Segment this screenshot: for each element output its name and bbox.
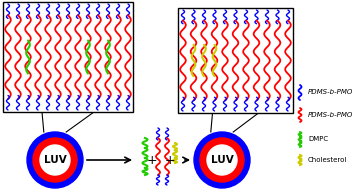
Text: +: + xyxy=(165,153,175,167)
Text: LUV: LUV xyxy=(44,155,67,165)
Bar xyxy=(178,8,293,113)
Text: LUV: LUV xyxy=(210,155,233,165)
Circle shape xyxy=(27,132,83,188)
Text: +: + xyxy=(147,153,157,167)
Bar xyxy=(3,2,133,112)
Circle shape xyxy=(207,145,237,175)
Text: PDMS-b-PMOXA: PDMS-b-PMOXA xyxy=(308,89,352,95)
Text: PDMS-b-PMOXA: PDMS-b-PMOXA xyxy=(308,112,352,118)
Circle shape xyxy=(40,145,70,175)
Circle shape xyxy=(200,138,244,182)
Circle shape xyxy=(33,138,77,182)
Text: DMPC: DMPC xyxy=(308,136,328,142)
Circle shape xyxy=(194,132,250,188)
Text: Cholesterol: Cholesterol xyxy=(308,157,347,163)
